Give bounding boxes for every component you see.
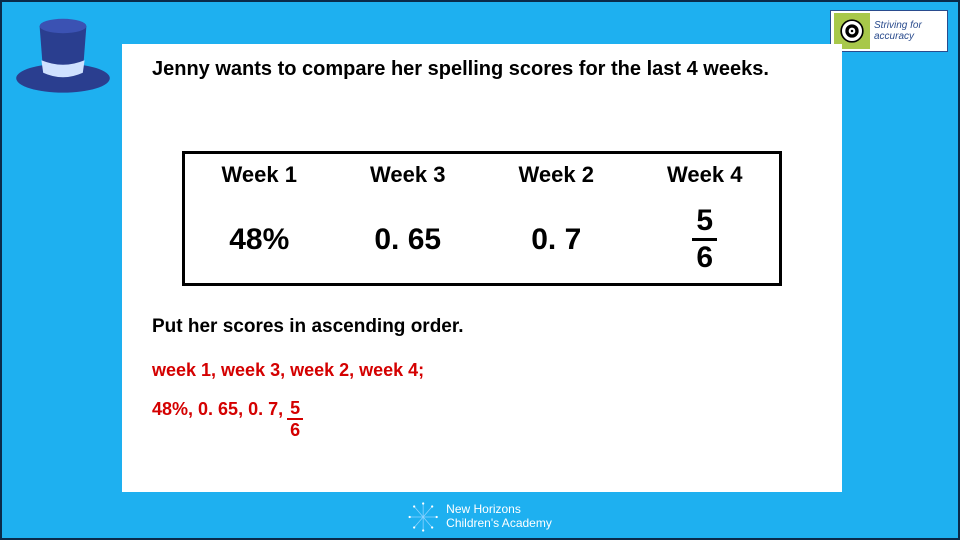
fraction-denominator: 6 xyxy=(692,241,717,273)
starburst-icon xyxy=(408,502,438,532)
col-value: 48% xyxy=(185,198,334,283)
col-value-fraction: 5 6 xyxy=(631,198,780,283)
instruction-text: Put her scores in ascending order. xyxy=(152,316,812,338)
fraction-numerator: 5 xyxy=(692,206,717,241)
content-card: Jenny wants to compare her spelling scor… xyxy=(122,44,842,492)
badge-text: Striving for accuracy xyxy=(874,20,922,42)
footer-text: New Horizons Children's Academy xyxy=(446,503,552,531)
accuracy-badge: Striving for accuracy xyxy=(830,10,948,52)
question-title: Jenny wants to compare her spelling scor… xyxy=(152,58,812,81)
scores-table: Week 1 Week 3 Week 2 Week 4 48% 0. 65 0.… xyxy=(182,151,782,286)
col-header: Week 4 xyxy=(631,154,780,198)
answer-values-prefix: 48%, 0. 65, 0. 7, xyxy=(152,399,283,420)
footer-line2: Children's Academy xyxy=(446,517,552,531)
answer-fraction: 5 6 xyxy=(287,399,303,439)
answer-fraction-denominator: 6 xyxy=(287,420,303,439)
col-value: 0. 7 xyxy=(482,198,631,283)
answer-values: 48%, 0. 65, 0. 7, 5 6 xyxy=(152,399,812,439)
col-value: 0. 65 xyxy=(334,198,483,283)
answer-weeks: week 1, week 3, week 2, week 4; xyxy=(152,360,812,381)
answer-fraction-numerator: 5 xyxy=(287,399,303,420)
footer-logo: New Horizons Children's Academy xyxy=(408,502,552,532)
col-header: Week 3 xyxy=(334,154,483,198)
col-header: Week 1 xyxy=(185,154,334,198)
top-hat-icon xyxy=(8,8,118,98)
col-header: Week 2 xyxy=(482,154,631,198)
badge-line1: Striving for xyxy=(874,20,922,31)
footer-line1: New Horizons xyxy=(446,503,552,517)
badge-line2: accuracy xyxy=(874,31,922,42)
slide: Striving for accuracy Jenny wants to com… xyxy=(0,0,960,540)
